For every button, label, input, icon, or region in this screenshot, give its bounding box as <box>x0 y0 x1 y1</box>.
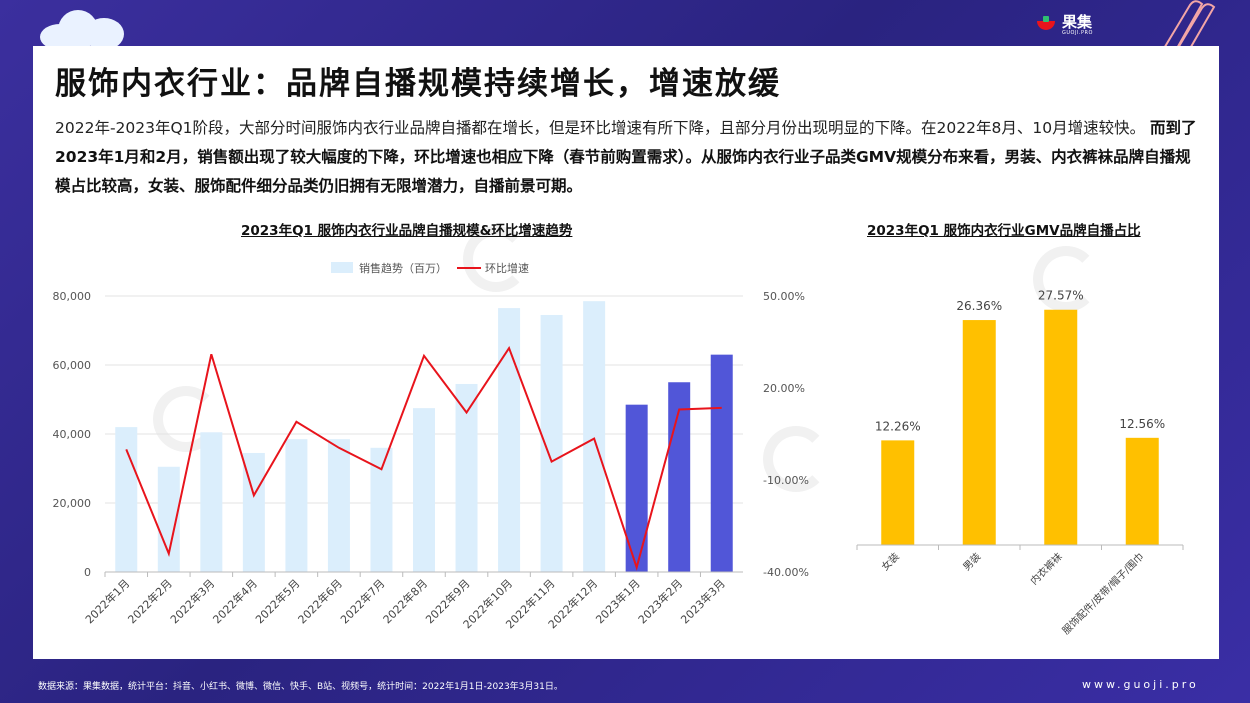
x-tick-label: 内衣裤袜 <box>1027 550 1064 587</box>
x-tick-label: 2022年3月 <box>167 576 217 626</box>
brand-logo: 果集 GUOJI.PRO <box>1034 10 1093 40</box>
y-left-tick-label: 40,000 <box>53 428 92 441</box>
footer-website: www.guoji.pro <box>1082 678 1199 691</box>
chart-title-share: 2023年Q1 服饰内衣行业GMV品牌自播占比 <box>867 223 1141 239</box>
y-right-tick-label: -10.00% <box>763 474 809 487</box>
summary-normal: 2022年-2023年Q1阶段，大部分时间服饰内衣行业品牌自播都在增长，但是环比… <box>55 119 1146 137</box>
watermark-icon <box>1033 246 1099 312</box>
bar <box>115 427 138 572</box>
chart-title-trend: 2023年Q1 服饰内衣行业品牌自播规模&环比增速趋势 <box>241 223 573 239</box>
bar <box>285 439 308 572</box>
bar <box>1125 437 1159 545</box>
share-chart: 12.26% 女装 26.36% 男装 27.57% 内衣裤袜 12.56% 服饰配件/皮带/… <box>856 289 1184 637</box>
bar <box>583 301 606 572</box>
bar <box>455 383 478 572</box>
trend-chart: 0 20,000 40,000 60,000 80,000 -40.00% -10.00% 2… <box>53 261 809 631</box>
bar <box>498 308 521 572</box>
data-label: 12.26% <box>875 419 921 433</box>
legend-swatch-sales <box>331 262 353 273</box>
y-left-tick-label: 80,000 <box>53 290 92 303</box>
summary-bold: 而到了2023年1月和2月，销售额出现了较大幅度的下降，环比增速也相应下降（春节… <box>55 119 1197 195</box>
bar <box>327 439 350 572</box>
data-label: 27.57% <box>1038 289 1084 303</box>
x-tick-label: 2023年3月 <box>678 576 728 626</box>
y-left-tick-label: 0 <box>84 566 91 579</box>
content-card: 服饰内衣行业：品牌自播规模持续增长，增速放缓 2022年-2023年Q1阶段，大… <box>33 46 1219 659</box>
brand-logo-icon <box>1034 13 1058 37</box>
watermark-icon <box>463 226 529 292</box>
bar <box>370 447 393 572</box>
x-tick-label: 2022年6月 <box>295 576 345 626</box>
y-left-tick-label: 60,000 <box>53 359 92 372</box>
bar <box>540 314 563 572</box>
x-tick-label: 2022年2月 <box>125 576 175 626</box>
x-tick-label: 男装 <box>960 550 983 573</box>
bar <box>157 466 180 572</box>
brand-sub: GUOJI.PRO <box>1062 29 1093 36</box>
cloud-decoration <box>40 6 130 50</box>
growth-line <box>125 345 722 571</box>
y-right-tick-label: 20.00% <box>763 382 805 395</box>
y-left-tick-label: 20,000 <box>53 497 92 510</box>
data-label: 26.36% <box>956 299 1002 313</box>
y-right-tick-label: -40.00% <box>763 566 809 579</box>
legend-label-growth: 环比增速 <box>485 261 529 275</box>
data-label: 12.56% <box>1119 417 1165 431</box>
x-tick-label: 2022年8月 <box>380 576 430 626</box>
x-tick-label: 2023年2月 <box>635 576 685 626</box>
x-tick-label: 2022年5月 <box>252 576 302 626</box>
bar <box>710 354 733 572</box>
watermark-icon <box>153 386 219 452</box>
x-tick-label: 2022年4月 <box>210 576 260 626</box>
x-tick-label: 服饰配件/皮带/帽子/围巾 <box>1059 550 1146 637</box>
page-title: 服饰内衣行业：品牌自播规模持续增长，增速放缓 <box>55 66 781 102</box>
x-tick-label: 2022年7月 <box>337 576 387 626</box>
x-tick-label: 2022年1月 <box>82 576 132 626</box>
bar <box>242 452 265 572</box>
bar <box>962 320 996 545</box>
bar <box>625 404 648 572</box>
summary-paragraph: 2022年-2023年Q1阶段，大部分时间服饰内衣行业品牌自播都在增长，但是环比… <box>55 114 1205 201</box>
brand-name: 果集 <box>1062 12 1093 31</box>
x-tick-label: 2023年1月 <box>593 576 643 626</box>
bar <box>200 432 223 572</box>
footer-source: 数据来源：果集数据，统计平台：抖音、小红书、微博、微信、快手、B站、视频号，统计… <box>38 682 563 692</box>
paperclip-icon <box>1159 0 1216 59</box>
bar <box>1044 309 1078 545</box>
legend-label-sales: 销售趋势（百万） <box>359 261 447 275</box>
x-tick-label: 女装 <box>879 550 902 573</box>
watermark-icon <box>763 426 829 492</box>
y-right-tick-label: 50.00% <box>763 290 805 303</box>
bar <box>413 408 435 572</box>
bar <box>881 440 915 545</box>
